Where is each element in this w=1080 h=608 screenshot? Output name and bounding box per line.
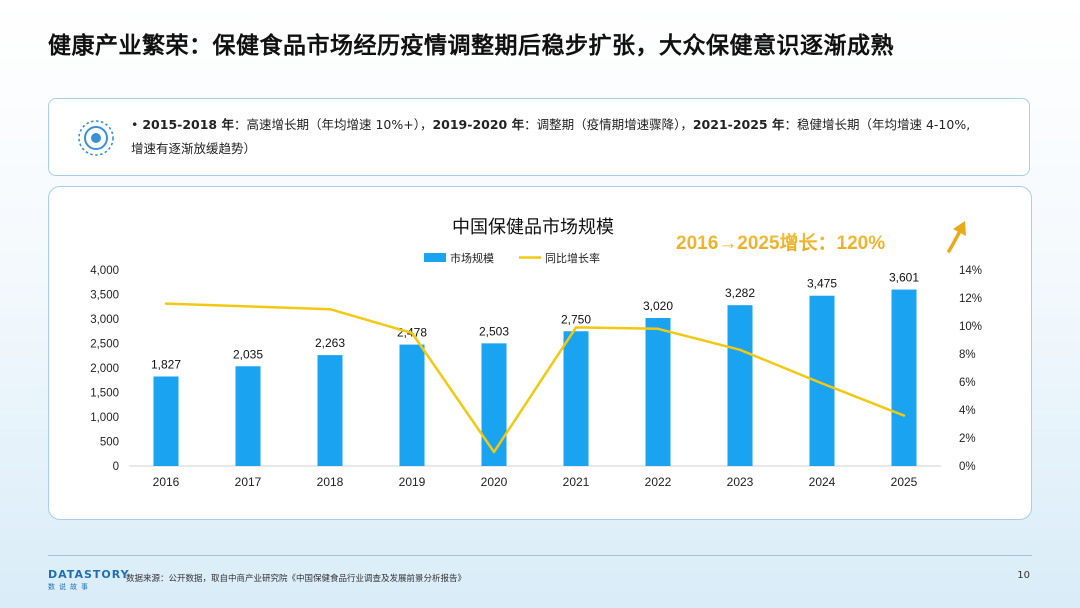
line-point-growth-rate (738, 348, 742, 351)
y-right-tick-label: 0% (959, 461, 976, 473)
bar-market-size (235, 366, 261, 466)
summary-line-2: 增速有逐渐放缓趋势） (131, 141, 257, 156)
y-left-tick-label: 1,500 (90, 388, 119, 400)
x-tick-label: 2018 (317, 475, 344, 489)
page-title: 健康产业繁荣：保健食品市场经历疫情调整期后稳步扩张，大众保健意识逐渐成熟 (48, 33, 894, 59)
bar-market-size (399, 344, 425, 466)
growth-highlight: 2016→2025增长：120% (676, 231, 885, 254)
line-point-growth-rate (492, 450, 496, 454)
legend-label-line: 同比增长率 (545, 251, 600, 265)
bar-value-label: 2,035 (233, 347, 263, 361)
y-right-tick-label: 6% (959, 377, 976, 389)
bar-value-label: 3,601 (889, 271, 919, 285)
logo-main-text: DATASTORY (48, 568, 130, 581)
bar-value-label: 2,503 (479, 324, 509, 338)
y-right-tick-label: 12% (959, 293, 982, 305)
chart-title: 中国保健品市场规模 (452, 217, 614, 237)
y-right-tick-label: 4% (959, 405, 976, 417)
x-tick-label: 2020 (481, 475, 508, 489)
legend-label-bar: 市场规模 (450, 251, 494, 265)
page-number: 10 (1017, 570, 1030, 581)
data-source: 数据来源：公开数据，取自中商产业研究院《中国保健食品行业调查及发展前景分析报告》 (126, 574, 467, 584)
summary-period-1: 2015-2018 年 (142, 117, 234, 132)
y-left-tick-label: 3,500 (90, 290, 119, 302)
line-point-growth-rate (902, 414, 906, 417)
y-right-tick-label: 2% (959, 433, 976, 445)
line-point-growth-rate (328, 308, 332, 311)
line-growth-rate (165, 302, 905, 454)
bar-market-size (563, 331, 589, 466)
x-tick-label: 2025 (891, 475, 918, 489)
line-point-growth-rate (246, 305, 250, 308)
target-icon (78, 120, 114, 156)
line-point-growth-rate (410, 331, 414, 335)
line-point-growth-rate (820, 382, 824, 385)
summary-period-2: 2019-2020 年 (432, 117, 525, 132)
x-tick-label: 2023 (727, 475, 754, 489)
y-left-tick-label: 2,500 (90, 339, 119, 351)
summary-period-3: 2021-2025 年 (692, 117, 785, 132)
summary-text: • 2015-2018 年：高速增长期（年均增速 10%+），2019-2020… (131, 113, 1011, 161)
summary-desc-3: ：稳健增长期（年均增速 4-10%, (784, 117, 971, 132)
chart-panel: 中国保健品市场规模市场规模 同比增长率 2016→2025增长：120% 0 500 1,… (48, 186, 1032, 520)
bar-market-size (317, 355, 343, 466)
bar-value-label: 2,263 (315, 336, 345, 350)
y-left-tick-label: 3,000 (90, 314, 119, 326)
x-tick-label: 2017 (235, 475, 262, 489)
line-point-growth-rate (574, 326, 578, 329)
x-tick-label: 2024 (809, 475, 836, 489)
y-right-tick-label: 14% (959, 265, 982, 277)
bar-market-size (481, 343, 507, 466)
summary-bullet: • (131, 117, 139, 132)
datastory-logo: DATASTORY 数说故事 (48, 568, 130, 592)
bar-value-label: 2,750 (561, 312, 591, 326)
summary-desc-2: ：调整期（疫情期增速骤降）， (524, 117, 693, 132)
x-tick-label: 2022 (645, 475, 672, 489)
bar-value-label: 1,827 (151, 357, 181, 371)
bar-market-size (891, 289, 917, 466)
y-right-tick-label: 10% (959, 321, 982, 333)
line-point-growth-rate (656, 327, 660, 330)
y-left-tick-label: 4,000 (90, 265, 119, 277)
bar-value-label: 3,020 (643, 299, 673, 313)
x-tick-label: 2016 (153, 475, 180, 489)
y-left-tick-label: 0 (113, 461, 119, 473)
footer-divider (48, 555, 1032, 556)
bar-value-label: 3,475 (807, 277, 837, 291)
bar-value-label: 3,282 (725, 286, 755, 300)
x-tick-label: 2019 (399, 475, 426, 489)
up-arrow-head-icon (953, 221, 966, 236)
line-point-growth-rate (164, 302, 168, 305)
summary-box: • 2015-2018 年：高速增长期（年均增速 10%+），2019-2020… (48, 98, 1030, 176)
bar-market-size (153, 376, 179, 466)
y-right-tick-label: 8% (959, 349, 976, 361)
legend-swatch-bar (424, 253, 446, 262)
y-left-tick-label: 1,000 (90, 412, 119, 424)
bar-market-size (727, 305, 753, 466)
logo-sub-text: 数说故事 (48, 583, 92, 591)
x-tick-label: 2021 (563, 475, 590, 489)
y-left-tick-label: 2,000 (90, 363, 119, 375)
bar-market-size (645, 318, 671, 466)
summary-desc-1: ：高速增长期（年均增速 10%+）， (233, 117, 433, 132)
y-left-tick-label: 500 (100, 437, 119, 449)
